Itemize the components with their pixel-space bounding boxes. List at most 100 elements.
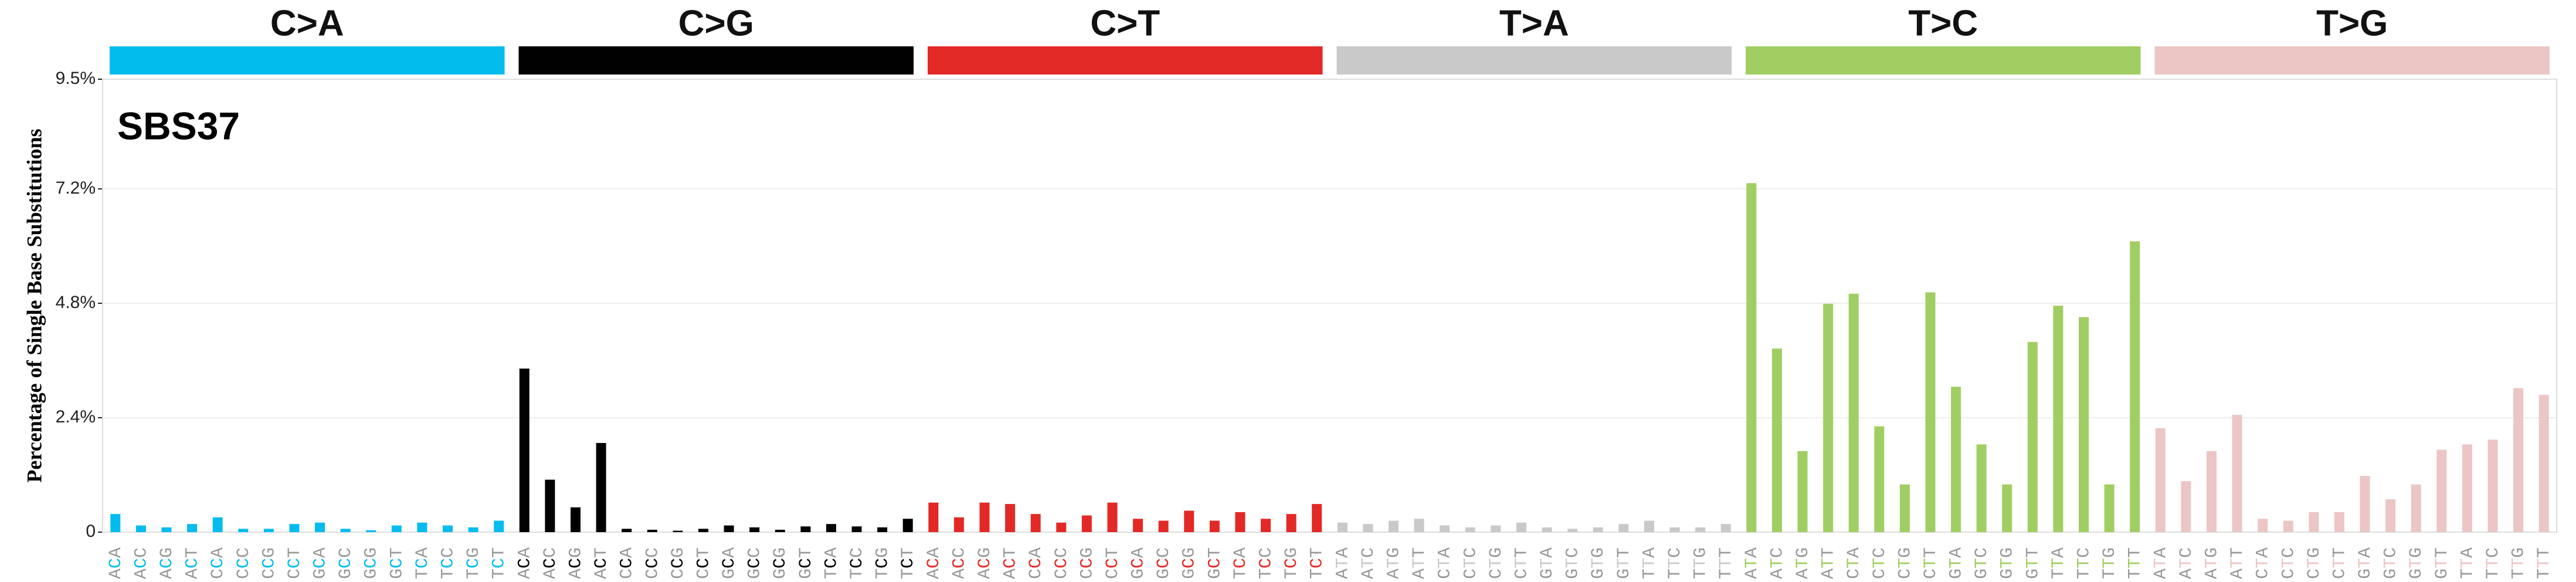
- bar: [724, 525, 734, 532]
- bar: [1797, 451, 1808, 532]
- x-tick-label: CCT: [1103, 547, 1123, 579]
- x-tick-label: GCA: [310, 547, 330, 579]
- bar: [851, 526, 862, 532]
- bar: [468, 527, 478, 532]
- x-tick-label: GCC: [336, 547, 356, 579]
- bar: [1363, 524, 1373, 532]
- bar: [1388, 520, 1399, 532]
- bar: [1414, 519, 1424, 532]
- bar: [1593, 527, 1603, 532]
- x-tick-label: GCG: [1180, 547, 1200, 579]
- bar: [877, 527, 888, 532]
- bar: [289, 524, 300, 532]
- plot-frame: [102, 79, 2557, 533]
- bar: [1312, 504, 1322, 532]
- group-header: [110, 46, 505, 75]
- bar: [1720, 524, 1731, 532]
- x-tick-label: CCG: [668, 547, 688, 579]
- x-tick-label: ACC: [541, 547, 561, 579]
- x-tick-label: GTA: [1946, 547, 1966, 579]
- x-tick-label: GTA: [2356, 547, 2375, 579]
- x-tick-label: GTT: [1614, 547, 1634, 579]
- bar: [902, 519, 913, 532]
- x-tick-label: GTT: [2432, 547, 2452, 579]
- x-tick-label: CTG: [2305, 547, 2324, 579]
- x-tick-label: TCG: [464, 547, 484, 579]
- bar: [1209, 520, 1220, 532]
- bar: [1644, 520, 1654, 532]
- group-label: T>C: [1908, 3, 1978, 43]
- bar: [443, 525, 453, 532]
- bar: [673, 530, 683, 532]
- x-tick-label: GCT: [796, 547, 816, 579]
- x-tick-label: TCC: [438, 547, 458, 579]
- x-tick-label: CTC: [2279, 547, 2299, 579]
- y-axis-label: Percentage of Single Base Substitutions: [22, 128, 46, 482]
- x-tick-label: ATC: [1767, 547, 1787, 579]
- bar: [1184, 510, 1194, 532]
- x-tick-label: ATG: [1793, 547, 1813, 579]
- bar: [1925, 292, 1936, 532]
- bar: [979, 502, 990, 532]
- bar: [1746, 183, 1757, 532]
- bar: [1848, 293, 1859, 532]
- chart-title: SBS37: [117, 104, 240, 147]
- x-tick-label: TCA: [413, 547, 433, 579]
- group-label: C>G: [678, 3, 754, 43]
- x-tick-label: ACC: [949, 547, 969, 579]
- x-tick-label: CTC: [1870, 547, 1890, 579]
- bar: [2053, 306, 2063, 532]
- bar: [417, 522, 427, 532]
- bar: [1337, 522, 1348, 532]
- x-tick-label: TCG: [873, 547, 893, 579]
- bar: [1005, 504, 1016, 532]
- group-header: [2154, 46, 2550, 75]
- x-tick-label: TTG: [2100, 547, 2120, 579]
- x-tick-label: TCT: [898, 547, 918, 579]
- bar: [2385, 499, 2396, 532]
- bar: [1542, 527, 1552, 532]
- x-tick-label: GCA: [719, 547, 739, 579]
- x-tick-label: TTG: [2509, 547, 2529, 579]
- x-tick-label: ACG: [975, 547, 995, 579]
- x-tick-label: CTA: [2253, 547, 2273, 579]
- x-tick-label: TTC: [2483, 547, 2503, 579]
- y-tick-label: 9.5%: [56, 69, 96, 88]
- bar: [391, 525, 402, 532]
- x-tick-label: GTT: [2023, 547, 2043, 579]
- bar: [110, 514, 121, 532]
- y-tick-label: 2.4%: [56, 407, 96, 427]
- x-tick-label: ACG: [566, 547, 586, 579]
- x-tick-label: ATT: [2228, 547, 2248, 579]
- x-tick-label: TCG: [1282, 547, 1302, 579]
- x-tick-label: GCA: [1128, 547, 1148, 579]
- bar: [647, 529, 657, 532]
- bar: [570, 507, 581, 532]
- y-tick-label: 7.2%: [56, 178, 96, 198]
- bar: [2334, 512, 2344, 532]
- bar: [1158, 520, 1169, 532]
- x-tick-label: ATC: [1359, 547, 1379, 579]
- x-tick-label: CTT: [1512, 547, 1532, 579]
- group-header: [1336, 46, 1732, 75]
- bar: [545, 479, 555, 532]
- x-tick-label: ATG: [2202, 547, 2222, 579]
- bar: [2462, 444, 2472, 532]
- bar: [340, 529, 351, 532]
- x-tick-label: ACT: [1001, 547, 1021, 579]
- bar: [2002, 484, 2012, 532]
- group-header: [1746, 46, 2141, 75]
- x-tick-label: ACA: [106, 547, 126, 579]
- bar: [928, 502, 939, 532]
- bar: [519, 368, 530, 532]
- bar: [1235, 512, 1245, 532]
- x-tick-label: GTC: [1972, 547, 1992, 579]
- x-tick-label: TCA: [1231, 547, 1251, 579]
- bar: [2538, 394, 2549, 532]
- x-tick-label: CCA: [1026, 547, 1046, 579]
- x-tick-label: CCT: [694, 547, 714, 579]
- x-tick-label: TTT: [1716, 547, 1736, 579]
- bar: [1440, 525, 1450, 532]
- x-tick-label: CTG: [1486, 547, 1506, 579]
- x-tick-label: TTA: [2049, 547, 2069, 579]
